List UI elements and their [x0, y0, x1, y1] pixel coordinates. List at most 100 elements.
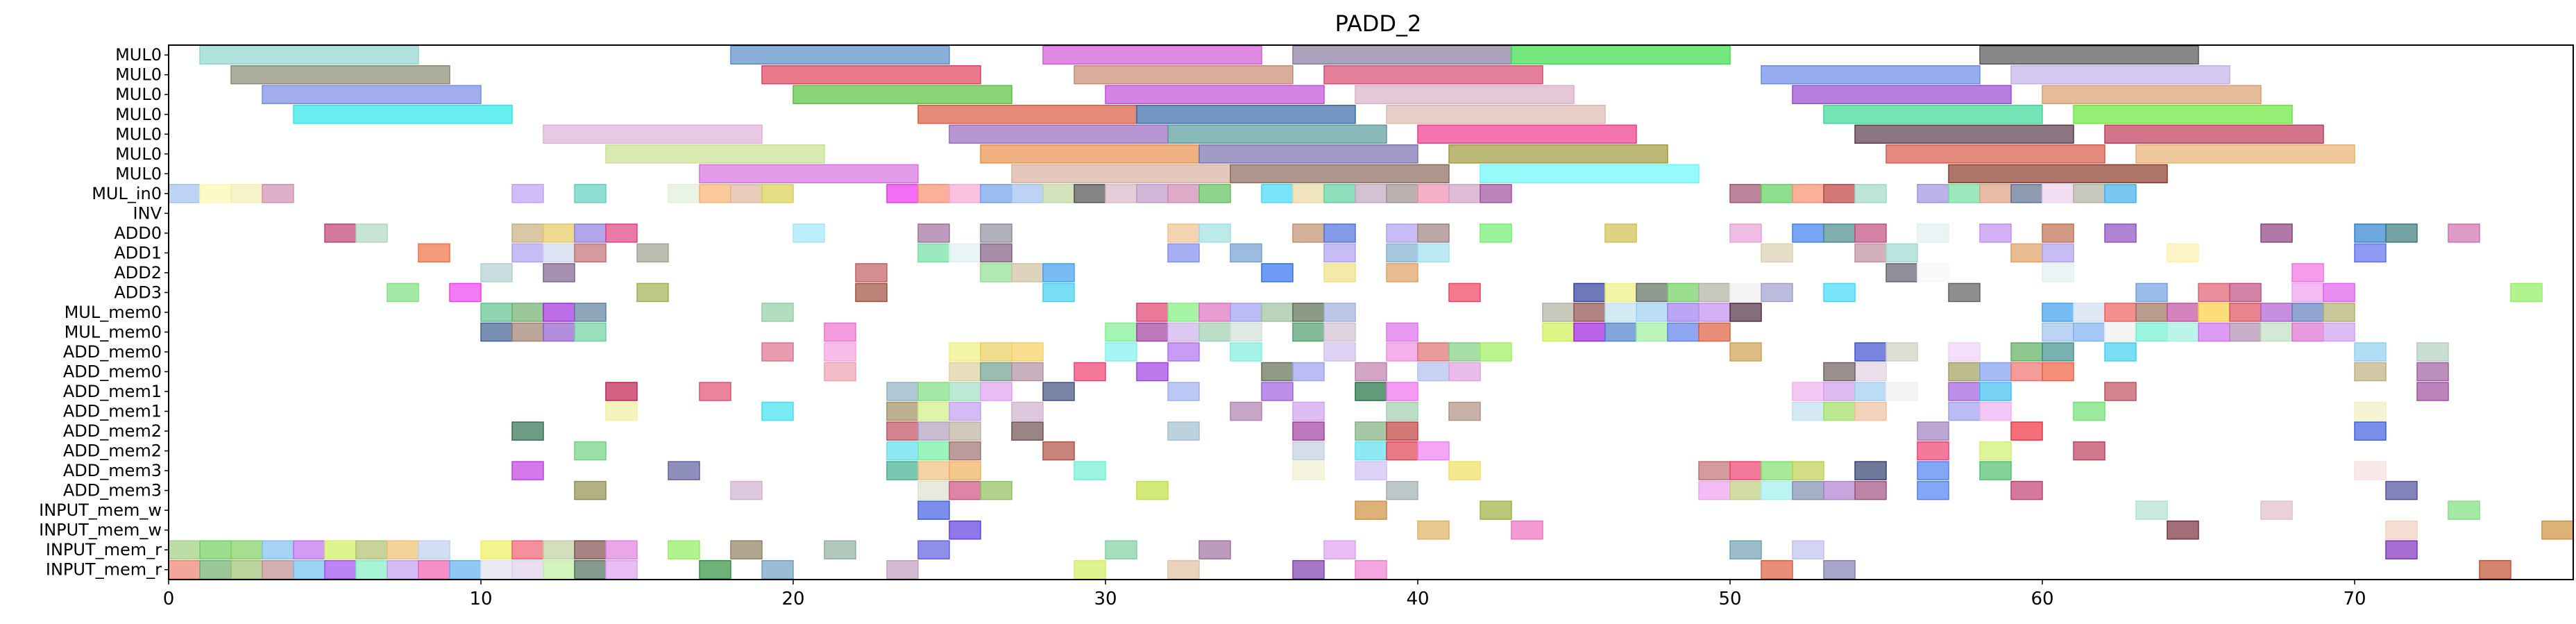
task-cell [1323, 540, 1356, 559]
task-cell [1167, 342, 1200, 362]
task-cell [1323, 263, 1356, 283]
task-cell [168, 184, 201, 203]
task-cell [1948, 184, 1981, 203]
task-cell [543, 559, 575, 580]
y-tick-label: MUL0 [115, 124, 162, 144]
task-bar [1448, 144, 1668, 164]
task-cell [2260, 224, 2293, 243]
task-cell [699, 184, 731, 203]
task-cell [511, 322, 544, 342]
y-tick-label: MUL_mem0 [65, 303, 162, 322]
task-cell [1823, 401, 1856, 421]
task-cell [1698, 283, 1731, 303]
y-tick-label: ADD_mem2 [63, 421, 162, 441]
task-cell [1167, 243, 1200, 263]
task-cell [1355, 362, 1387, 382]
task-cell [2198, 303, 2230, 322]
task-cell [1636, 322, 1668, 342]
task-cell [230, 184, 263, 203]
task-cell [1792, 184, 1824, 203]
task-cell [480, 303, 513, 322]
task-bar [980, 144, 1200, 164]
task-cell [886, 421, 919, 441]
task-cell [1042, 184, 1075, 203]
task-cell [917, 480, 950, 500]
task-cell [605, 401, 638, 421]
x-tick-label: 30 [1094, 589, 1117, 609]
task-cell [293, 540, 325, 559]
task-cell [1698, 480, 1731, 500]
task-bar [1386, 105, 1606, 124]
task-cell [1480, 500, 1512, 520]
task-cell [980, 224, 1012, 243]
task-cell [574, 540, 607, 559]
x-tick-label: 50 [1718, 589, 1741, 609]
task-cell [511, 421, 544, 441]
task-cell [230, 559, 263, 580]
task-cell [949, 441, 981, 461]
task-cell [1729, 184, 1762, 203]
task-cell [2354, 362, 2387, 382]
task-cell [387, 283, 419, 303]
task-cell [1948, 362, 1981, 382]
task-cell [1355, 441, 1387, 461]
task-cell [543, 303, 575, 322]
task-cell [2260, 303, 2293, 322]
task-cell [980, 263, 1012, 283]
task-cell [2354, 342, 2387, 362]
task-cell [1136, 303, 1169, 322]
task-cell [2167, 243, 2199, 263]
task-cell [1386, 322, 1418, 342]
task-cell [2010, 184, 2043, 203]
bars-layer [168, 45, 2574, 580]
task-cell [824, 362, 856, 382]
task-cell [949, 480, 981, 500]
task-cell [511, 461, 544, 480]
task-cell [1323, 184, 1356, 203]
task-cell [1198, 224, 1231, 243]
task-cell [1886, 342, 1918, 362]
task-cell [2104, 224, 2137, 243]
y-tick-label: MUL_in0 [92, 184, 162, 203]
task-cell [2135, 303, 2168, 322]
task-cell [1917, 421, 1949, 441]
task-cell [1198, 540, 1231, 559]
task-bar [1979, 45, 2199, 65]
task-cell [1948, 342, 1981, 362]
task-cell [418, 540, 450, 559]
task-cell [1511, 520, 1543, 540]
task-cell [949, 342, 981, 362]
task-cell [1417, 184, 1450, 203]
task-cell [1636, 303, 1668, 322]
task-cell [543, 322, 575, 342]
task-cell [262, 184, 294, 203]
task-bar [1230, 164, 1450, 184]
task-bar [699, 164, 919, 184]
task-cell [1480, 184, 1512, 203]
task-cell [1792, 382, 1824, 401]
task-cell [1542, 322, 1575, 342]
x-tick-label: 60 [2031, 589, 2053, 609]
task-cell [886, 401, 919, 421]
task-cell [2291, 303, 2324, 322]
task-cell [949, 362, 981, 382]
task-bar [1042, 45, 1262, 65]
task-cell [1979, 461, 2012, 480]
task-cell [1979, 441, 2012, 461]
task-bar [1167, 124, 1387, 144]
task-cell [574, 243, 607, 263]
task-cell [1074, 362, 1106, 382]
y-tick-label: MUL0 [115, 164, 162, 183]
task-bar [2010, 65, 2230, 85]
task-cell [2010, 480, 2043, 500]
y-tick-label: ADD1 [114, 243, 162, 262]
task-cell [1667, 283, 1700, 303]
task-cell [886, 559, 919, 580]
task-cell [262, 540, 294, 559]
task-cell [917, 500, 950, 520]
task-cell [511, 540, 544, 559]
task-bar [1355, 85, 1575, 104]
task-cell [1261, 263, 1294, 283]
y-tick-label: ADD_mem0 [63, 342, 162, 362]
